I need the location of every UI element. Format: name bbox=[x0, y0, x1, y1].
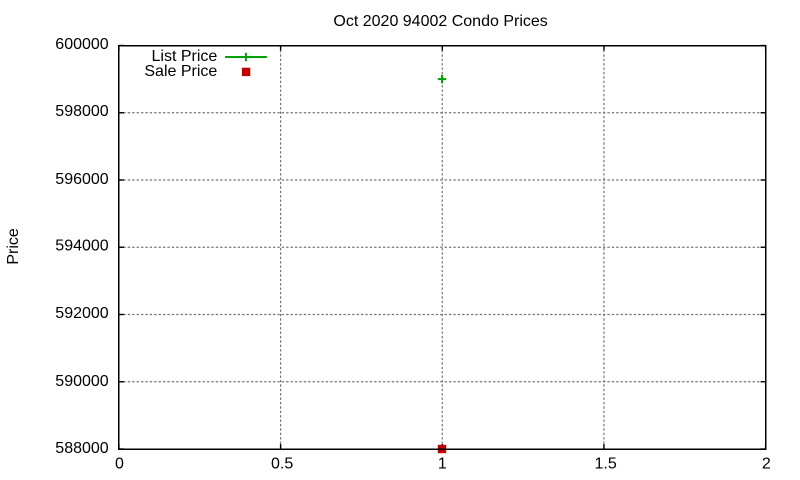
svg-text:List Price: List Price bbox=[152, 48, 218, 65]
svg-text:594000: 594000 bbox=[55, 238, 108, 255]
svg-text:590000: 590000 bbox=[55, 373, 108, 390]
svg-text:588000: 588000 bbox=[55, 440, 108, 457]
svg-text:592000: 592000 bbox=[55, 305, 108, 322]
svg-text:1.5: 1.5 bbox=[594, 455, 616, 472]
svg-text:596000: 596000 bbox=[55, 171, 108, 188]
svg-text:Oct 2020 94002 Condo Prices: Oct 2020 94002 Condo Prices bbox=[333, 13, 547, 30]
svg-text:0: 0 bbox=[115, 455, 124, 472]
svg-text:600000: 600000 bbox=[55, 36, 108, 53]
svg-text:Sale Price: Sale Price bbox=[144, 63, 217, 80]
svg-text:0.5: 0.5 bbox=[271, 455, 293, 472]
svg-text:2: 2 bbox=[762, 455, 771, 472]
svg-text:1: 1 bbox=[438, 455, 447, 472]
svg-text:Price: Price bbox=[5, 228, 22, 265]
svg-text:598000: 598000 bbox=[55, 103, 108, 120]
